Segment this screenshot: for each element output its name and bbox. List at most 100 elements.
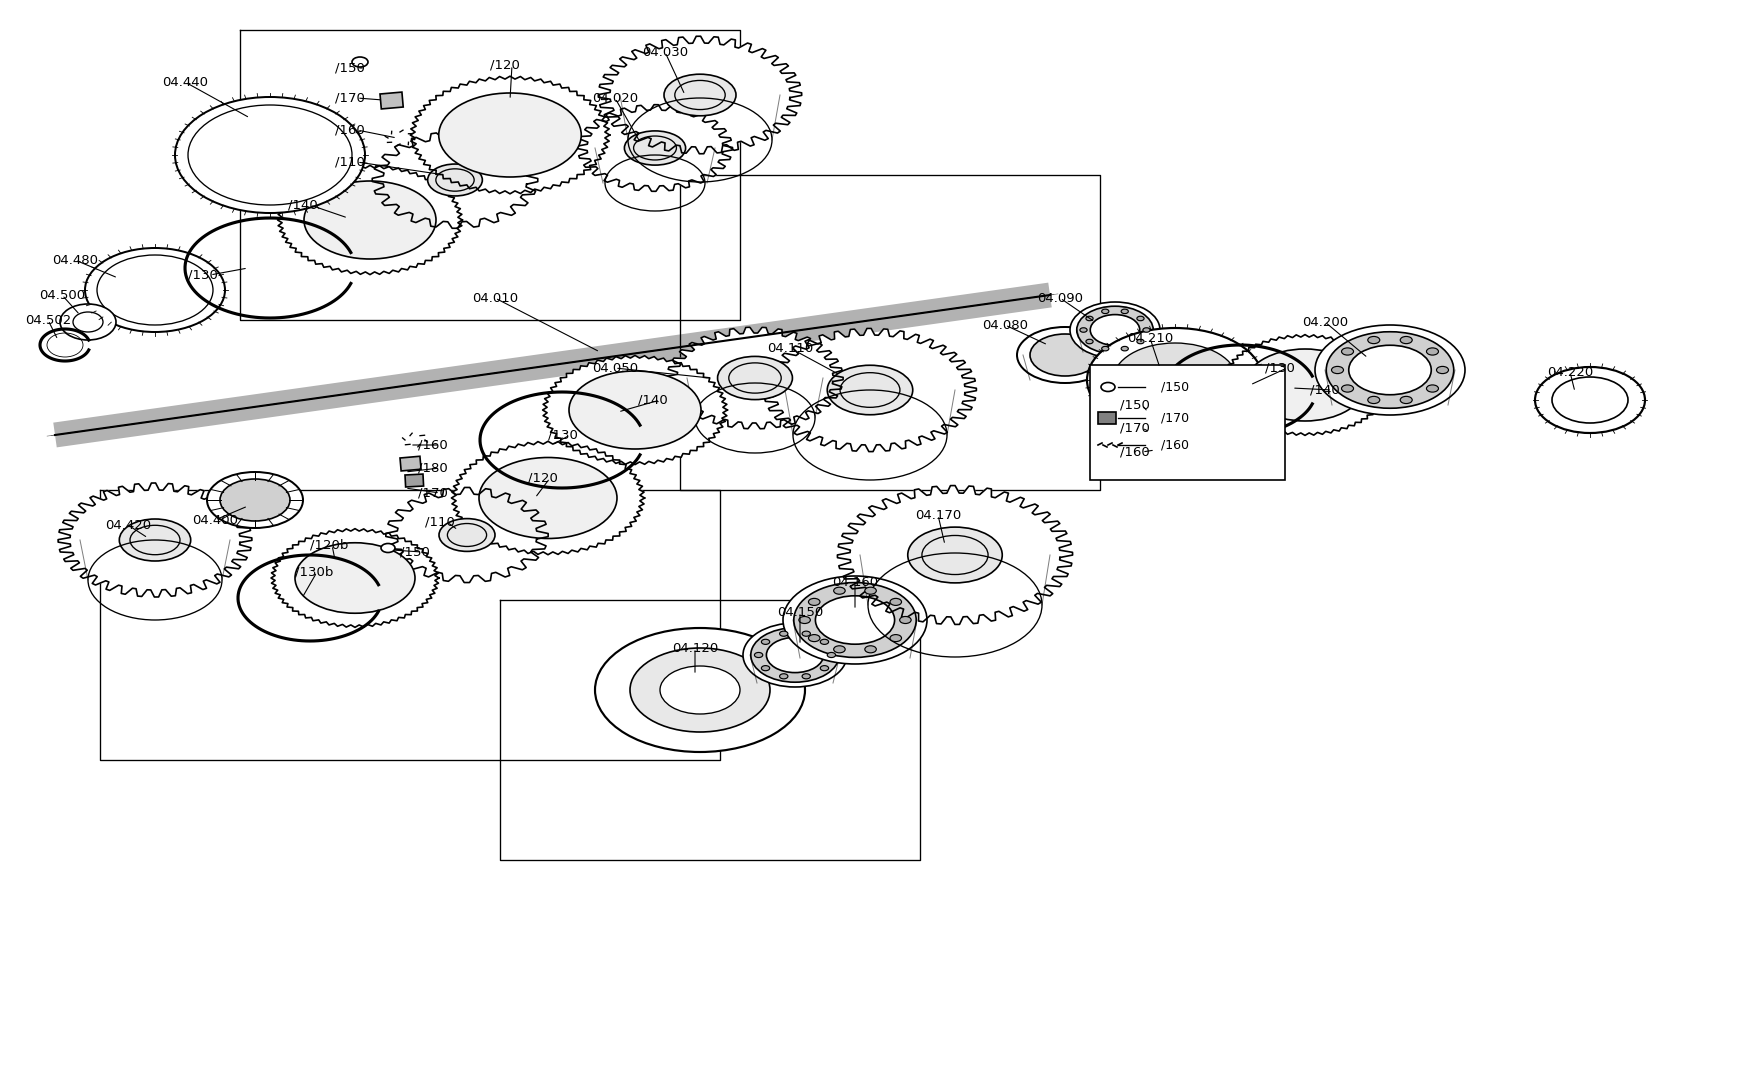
Text: /130: /130 <box>1264 362 1294 374</box>
Ellipse shape <box>1085 339 1092 343</box>
Ellipse shape <box>438 519 494 551</box>
Ellipse shape <box>833 587 845 594</box>
Text: 04.480: 04.480 <box>52 254 97 266</box>
Text: /170: /170 <box>1120 422 1149 434</box>
Ellipse shape <box>826 365 913 415</box>
Text: /170: /170 <box>336 92 365 105</box>
Ellipse shape <box>1069 302 1160 358</box>
Ellipse shape <box>1348 346 1431 395</box>
Text: /130: /130 <box>188 269 217 281</box>
Ellipse shape <box>1120 309 1127 314</box>
Ellipse shape <box>798 616 810 624</box>
Ellipse shape <box>802 631 810 637</box>
Ellipse shape <box>1426 348 1438 355</box>
Ellipse shape <box>624 131 685 165</box>
Ellipse shape <box>428 164 482 196</box>
Text: 04.220: 04.220 <box>1546 366 1593 379</box>
Polygon shape <box>386 488 548 582</box>
Text: /150: /150 <box>336 61 365 75</box>
Ellipse shape <box>1143 327 1149 333</box>
Polygon shape <box>450 441 643 554</box>
Bar <box>400 456 421 471</box>
Text: /170: /170 <box>1160 412 1188 425</box>
Polygon shape <box>577 105 732 192</box>
Text: 04.400: 04.400 <box>191 514 238 526</box>
Text: /110: /110 <box>424 516 454 529</box>
Text: 04.030: 04.030 <box>642 46 687 59</box>
Text: /140: /140 <box>638 394 668 407</box>
Ellipse shape <box>743 623 847 687</box>
Ellipse shape <box>890 598 901 606</box>
Ellipse shape <box>826 653 835 658</box>
Ellipse shape <box>819 639 828 644</box>
Polygon shape <box>57 483 252 597</box>
Text: /120b: /120b <box>310 538 348 551</box>
Text: /140: /140 <box>289 199 318 212</box>
Bar <box>1089 365 1285 480</box>
Ellipse shape <box>802 674 810 678</box>
Text: /130: /130 <box>548 428 577 442</box>
Ellipse shape <box>1367 336 1379 343</box>
Ellipse shape <box>1087 328 1263 432</box>
Text: 04.500: 04.500 <box>38 289 85 302</box>
Text: 04.020: 04.020 <box>591 92 638 105</box>
Ellipse shape <box>664 74 736 116</box>
Text: 04.150: 04.150 <box>776 606 823 618</box>
Text: /120: /120 <box>490 59 520 72</box>
Text: 04.080: 04.080 <box>981 319 1028 332</box>
Ellipse shape <box>1341 348 1353 355</box>
Text: /160: /160 <box>417 439 447 452</box>
Ellipse shape <box>833 646 845 653</box>
Text: 04.160: 04.160 <box>831 576 878 589</box>
Ellipse shape <box>750 628 838 683</box>
Polygon shape <box>836 486 1071 625</box>
Ellipse shape <box>1325 332 1452 409</box>
Ellipse shape <box>716 356 791 399</box>
Ellipse shape <box>1330 366 1343 373</box>
Ellipse shape <box>899 616 911 624</box>
Text: /120: /120 <box>527 472 558 485</box>
Text: 04.440: 04.440 <box>162 76 209 89</box>
Polygon shape <box>598 36 802 154</box>
Text: 04.210: 04.210 <box>1127 332 1172 345</box>
Polygon shape <box>372 132 537 228</box>
Text: /150: /150 <box>1120 398 1149 412</box>
Ellipse shape <box>793 582 916 657</box>
Ellipse shape <box>176 97 365 213</box>
Ellipse shape <box>630 648 770 732</box>
Ellipse shape <box>1245 349 1363 421</box>
Polygon shape <box>278 166 463 275</box>
Ellipse shape <box>765 638 823 673</box>
Ellipse shape <box>908 528 1002 583</box>
Ellipse shape <box>1120 347 1127 351</box>
Ellipse shape <box>1400 396 1412 403</box>
Ellipse shape <box>296 542 416 613</box>
Text: /150: /150 <box>400 546 430 559</box>
Ellipse shape <box>304 181 436 259</box>
Text: /160: /160 <box>1120 445 1149 459</box>
Text: /150: /150 <box>1160 381 1188 394</box>
Ellipse shape <box>1136 317 1144 321</box>
Text: 04.420: 04.420 <box>104 519 151 532</box>
Text: 04.050: 04.050 <box>591 362 638 374</box>
Ellipse shape <box>1136 339 1144 343</box>
Text: /160: /160 <box>336 123 365 137</box>
Ellipse shape <box>1080 327 1087 333</box>
Ellipse shape <box>779 674 788 678</box>
Text: /180: /180 <box>417 461 447 474</box>
Ellipse shape <box>438 93 581 177</box>
Ellipse shape <box>816 596 894 644</box>
Ellipse shape <box>890 635 901 642</box>
Bar <box>1097 412 1115 424</box>
Ellipse shape <box>219 479 290 521</box>
Ellipse shape <box>1016 327 1113 383</box>
Ellipse shape <box>1090 315 1139 346</box>
Ellipse shape <box>1534 367 1643 433</box>
Ellipse shape <box>864 646 876 653</box>
Ellipse shape <box>762 666 769 671</box>
Ellipse shape <box>1367 396 1379 403</box>
Bar <box>379 92 403 109</box>
Ellipse shape <box>595 628 805 752</box>
Ellipse shape <box>755 653 762 658</box>
Text: /130b: /130b <box>296 566 334 579</box>
